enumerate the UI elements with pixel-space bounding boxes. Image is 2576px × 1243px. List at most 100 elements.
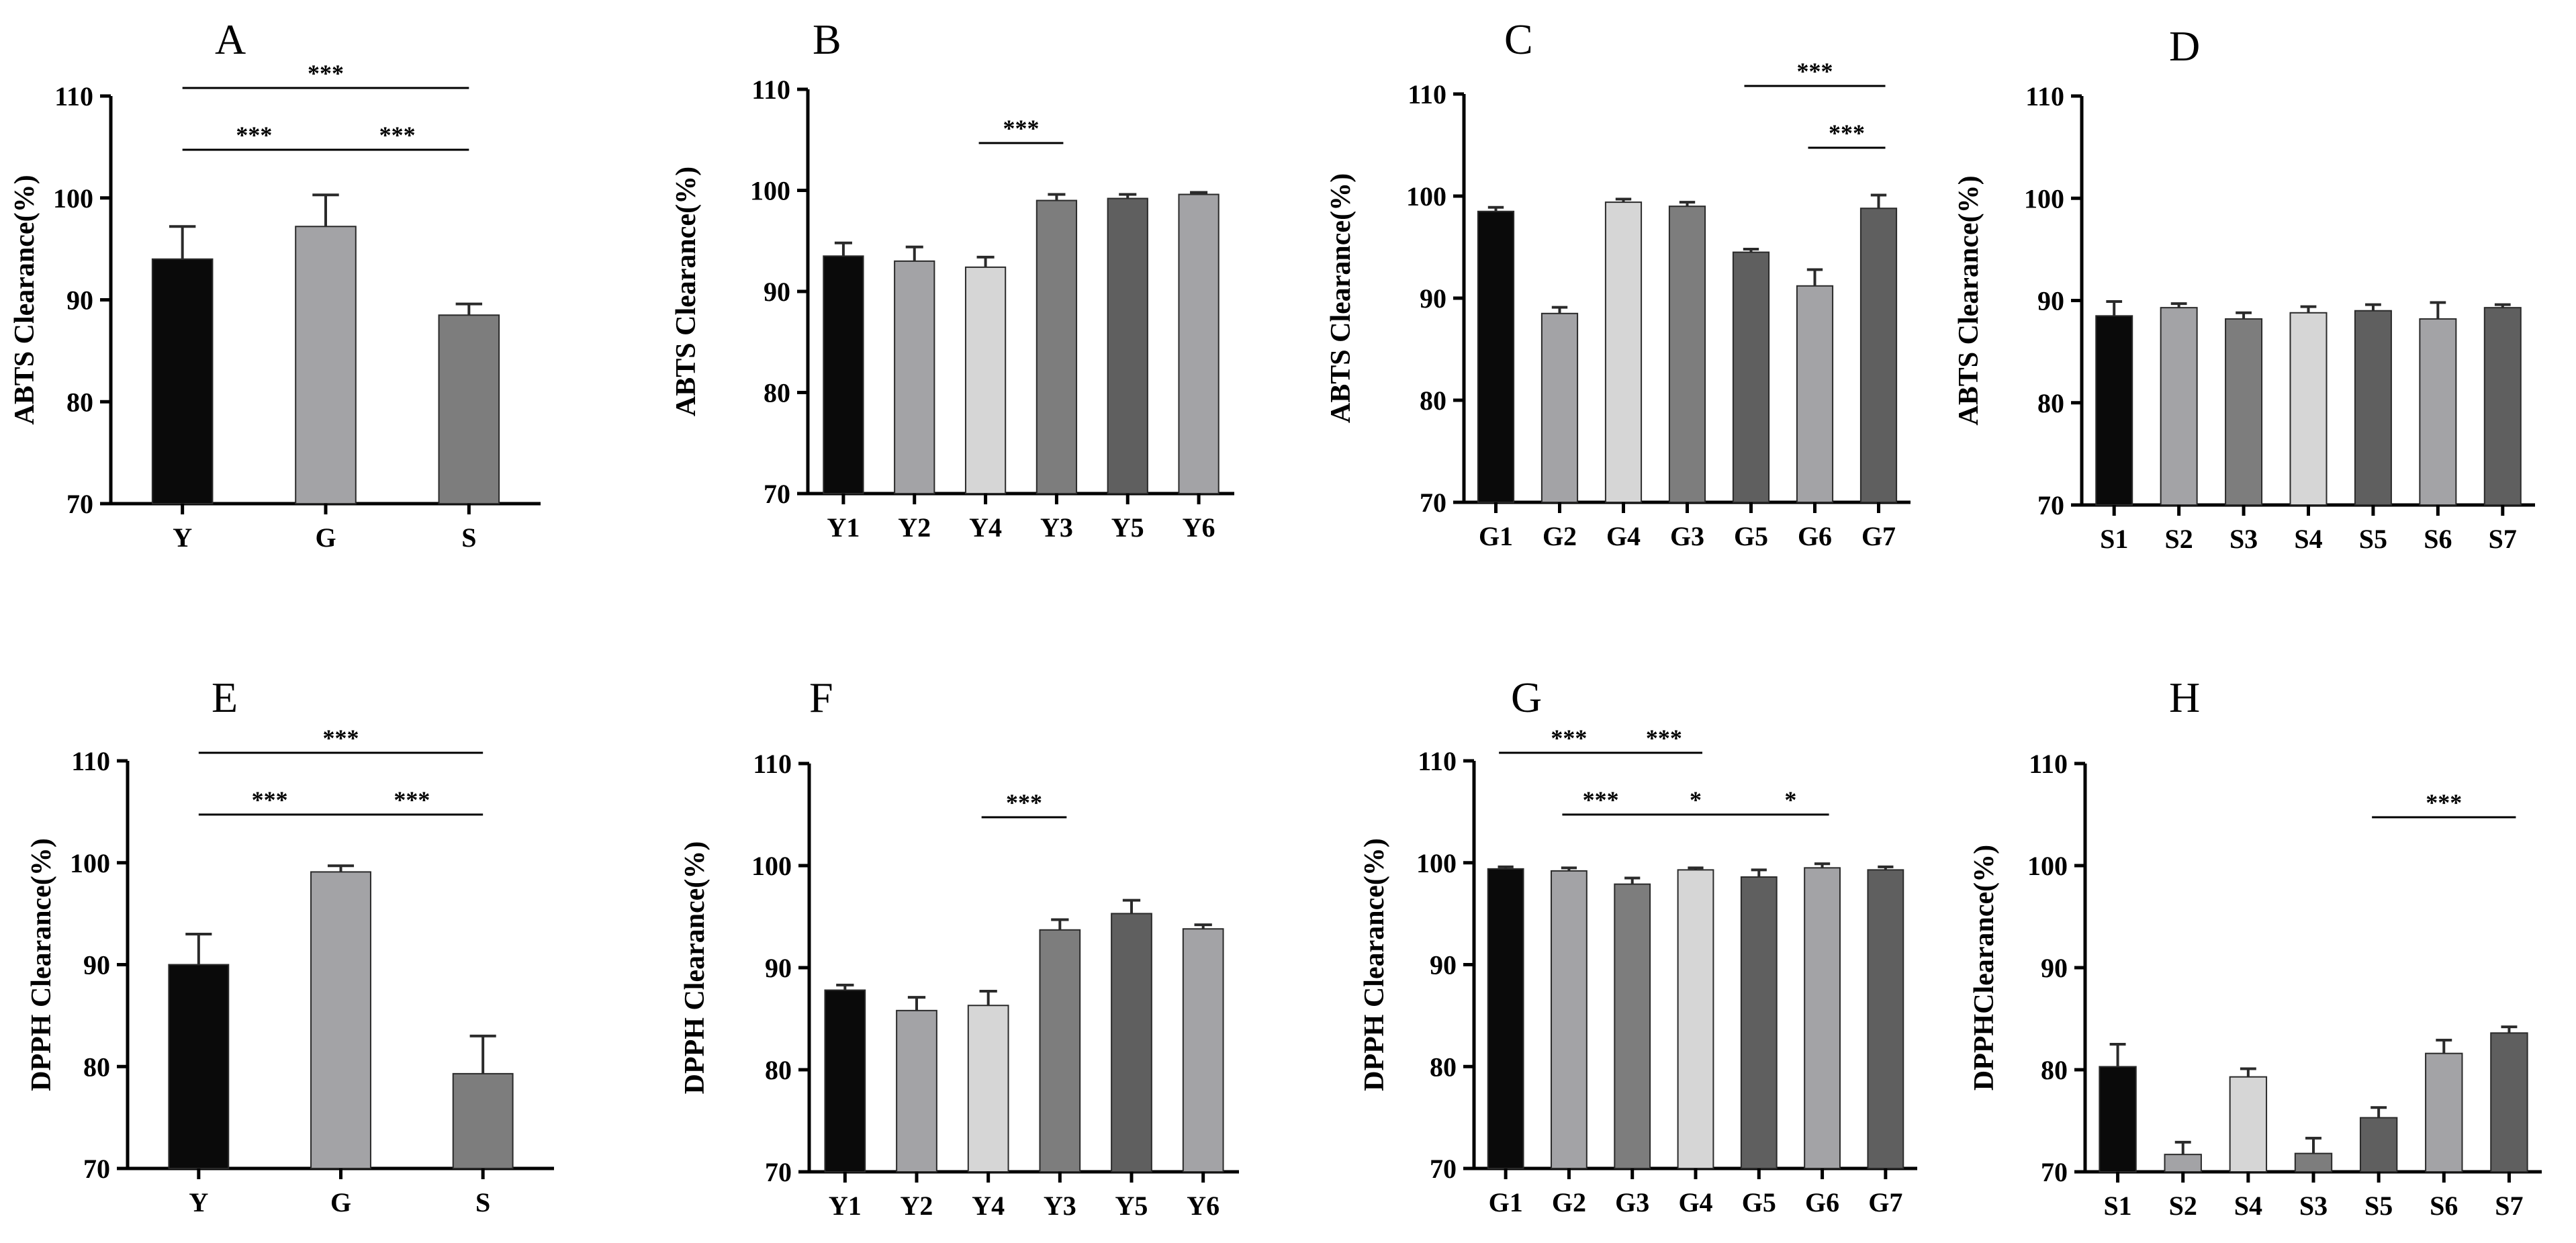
category-label-f-y5: Y5 [1115, 1191, 1148, 1221]
y-tick-label-e: 90 [83, 950, 110, 980]
category-label-f-y1: Y1 [829, 1191, 862, 1221]
category-label-h-s1: S1 [2103, 1191, 2131, 1221]
category-label-h-s3: S3 [2299, 1191, 2328, 1221]
bar-g-g6 [1804, 867, 1841, 1170]
y-axis-label-f: DPPH Clearance(%) [680, 841, 710, 1095]
significance-label-g: * [1784, 786, 1796, 813]
chart-panel-a: A ABTS Clearance(%) 70 80 90 100 110 Y G S *** *** *… [9, 15, 541, 553]
significance-label-c: *** [1797, 58, 1833, 85]
bar-f-y2 [896, 1009, 937, 1172]
significance-label-e: *** [323, 725, 359, 751]
category-label-a-s: S [461, 522, 476, 553]
category-label-c-g2: G2 [1543, 521, 1577, 551]
y-tick-label-f: 110 [753, 749, 792, 779]
y-tick-label-e: 110 [71, 746, 110, 776]
bar-g-g7 [1867, 869, 1904, 1170]
y-tick-label-h: 80 [2041, 1055, 2068, 1085]
category-label-c-g5: G5 [1734, 521, 1768, 551]
panel-letter-g: G [1511, 674, 1542, 721]
category-label-c-g6: G6 [1798, 521, 1832, 551]
category-label-h-s4: S4 [2234, 1191, 2262, 1221]
y-tick-label-b: 70 [764, 479, 790, 509]
significance-label-g: *** [1551, 725, 1587, 751]
category-label-d-s3: S3 [2229, 524, 2258, 554]
y-tick-label-c: 80 [1420, 385, 1446, 416]
bar-h-s1 [2099, 1066, 2137, 1172]
category-label-f-y2: Y2 [901, 1191, 933, 1221]
category-label-g-g1: G1 [1489, 1187, 1523, 1217]
chart-panel-e: E DPPH Clearance(%) 70 80 90 100 110 Y G S *** *** *… [26, 674, 554, 1217]
chart-panel-d: D ABTS Clearance(%) 70 80 90 100 110 S1 S2 S3 S4 S5… [1953, 22, 2535, 554]
y-tick-label-h: 110 [2029, 749, 2068, 779]
bar-f-y1 [824, 989, 866, 1172]
significance-label-f: *** [1006, 789, 1042, 816]
bar-h-s6 [2425, 1052, 2463, 1173]
y-axis-label-a: ABTS Clearance(%) [9, 175, 40, 424]
y-tick-label-e: 80 [83, 1052, 110, 1082]
y-tick-label-d: 100 [2024, 183, 2064, 214]
bar-h-s3 [2294, 1152, 2333, 1173]
category-label-c-g3: G3 [1670, 521, 1704, 551]
chart-panel-g: G DPPH Clearance(%) 70 80 90 100 110 G1 G2 G3 G4 G5… [1359, 674, 1917, 1217]
chart-panel-b: B ABTS Clearance(%) 70 80 90 100 110 Y1 Y2 Y4 Y3 Y5… [671, 15, 1234, 543]
y-tick-label-b: 90 [764, 277, 790, 307]
bar-c-g6 [1796, 285, 1834, 503]
bar-g-g1 [1487, 868, 1524, 1169]
bar-b-y3 [1036, 199, 1078, 494]
category-label-h-s2: S2 [2169, 1191, 2197, 1221]
category-label-c-g1: G1 [1479, 521, 1513, 551]
bar-c-g4 [1604, 201, 1643, 503]
category-label-b-y1: Y1 [827, 512, 860, 543]
panel-letter-d: D [2169, 22, 2200, 70]
bar-c-g2 [1540, 312, 1579, 503]
bar-c-g1 [1477, 210, 1515, 503]
bar-d-s1 [2095, 315, 2133, 506]
bar-d-s2 [2160, 307, 2198, 506]
y-tick-label-g: 80 [1430, 1052, 1457, 1082]
bar-h-s4 [2229, 1076, 2268, 1173]
y-tick-label-d: 80 [2037, 388, 2064, 418]
y-tick-label-e: 100 [70, 848, 110, 878]
y-tick-label-f: 90 [765, 953, 792, 983]
y-tick-label-e: 70 [83, 1154, 110, 1184]
category-label-c-g4: G4 [1606, 521, 1641, 551]
category-label-b-y3: Y3 [1040, 512, 1073, 543]
significance-label-e: *** [252, 786, 288, 813]
bar-e-g [310, 871, 371, 1169]
category-label-e-y: Y [189, 1187, 208, 1217]
y-tick-label-a: 70 [66, 489, 93, 519]
category-label-c-g7: G7 [1861, 521, 1896, 551]
y-tick-label-h: 100 [2027, 851, 2068, 881]
chart-panel-h: H DPPHClearance(%) 70 80 90 100 110 S1 S2 S4 S3 S5 S… [1969, 674, 2542, 1221]
bar-a-y [151, 258, 214, 504]
y-tick-label-a: 110 [54, 81, 93, 111]
significance-label-g: *** [1646, 725, 1682, 751]
category-label-f-y3: Y3 [1044, 1191, 1076, 1221]
category-label-b-y4: Y4 [969, 512, 1002, 543]
y-tick-label-c: 70 [1420, 488, 1446, 518]
significance-label-c: *** [1829, 120, 1865, 146]
bar-h-s2 [2164, 1154, 2202, 1173]
bar-c-g7 [1859, 208, 1898, 503]
category-label-g-g2: G2 [1552, 1187, 1586, 1217]
y-axis-label-c: ABTS Clearance(%) [1326, 173, 1356, 423]
significance-label-g: *** [1583, 786, 1619, 813]
bar-f-y4 [967, 1005, 1009, 1172]
category-label-g-g5: G5 [1742, 1187, 1776, 1217]
panel-letter-c: C [1504, 15, 1533, 63]
significance-label-g: * [1690, 786, 1702, 813]
y-tick-label-c: 100 [1406, 181, 1446, 212]
y-tick-label-d: 110 [2025, 81, 2064, 111]
y-axis-label-b: ABTS Clearance(%) [671, 167, 702, 416]
y-tick-label-h: 70 [2041, 1157, 2068, 1187]
y-tick-label-f: 70 [765, 1157, 792, 1187]
chart-panel-c: C ABTS Clearance(%) 70 80 90 100 110 G1 G2 G4 G3 G5… [1326, 15, 1911, 551]
bar-e-y [168, 964, 230, 1169]
panel-letter-h: H [2169, 674, 2200, 721]
category-label-b-y5: Y5 [1111, 512, 1144, 543]
y-tick-label-b: 110 [751, 75, 790, 105]
y-tick-label-a: 100 [53, 183, 93, 214]
significance-label-a: *** [308, 60, 344, 87]
significance-label-b: *** [1003, 115, 1040, 142]
bar-b-y4 [964, 266, 1007, 494]
